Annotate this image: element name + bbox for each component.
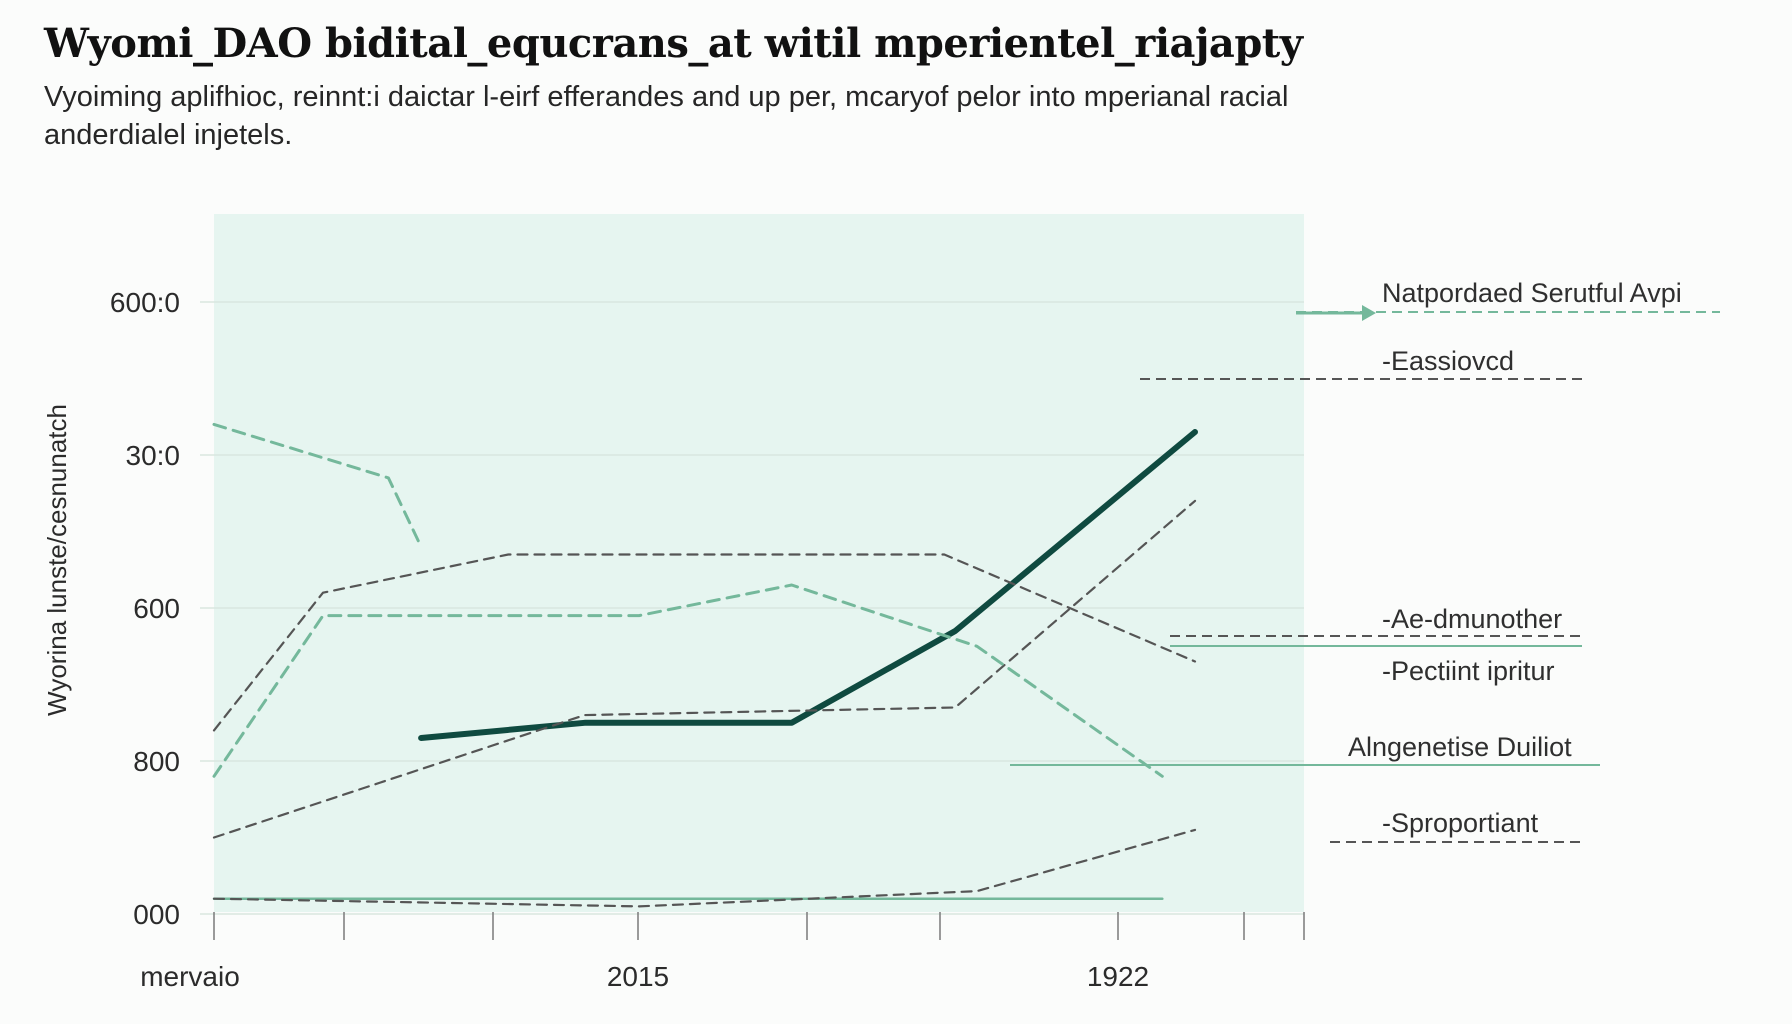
series-layer: [212, 305, 1720, 908]
y-tick-label: 000: [133, 899, 180, 930]
chart-title: Wyomi_DAO bidital_equcrans_at witil mper…: [44, 20, 1303, 67]
series-label: -Pectiint ipritur: [1382, 656, 1555, 686]
y-tick-label: 30:0: [126, 440, 181, 471]
series-line: [212, 553, 1197, 732]
x-tick-label: mervaio: [140, 961, 240, 992]
series-line: [212, 499, 1197, 839]
arrow-icon: [1362, 305, 1376, 321]
series-line: [212, 828, 1197, 908]
plot-area: [214, 214, 1304, 912]
chart-subtitle: Vyoiming aplifhioc, reinnt:i daictar l-e…: [44, 81, 1289, 151]
y-tick-label: 600:0: [110, 287, 180, 318]
series-label: -Sproportiant: [1382, 808, 1539, 838]
y-tick-label: 600: [133, 593, 180, 624]
series-label: Natpordaed Serutful Avpi: [1382, 278, 1682, 308]
x-tick-label: 1922: [1087, 961, 1149, 992]
y-tick-label: 800: [133, 746, 180, 777]
series-line: [212, 583, 1164, 778]
series-labels: Natpordaed Serutful Avpi -Eassiovcd -Ae-dm…: [1348, 278, 1682, 838]
series-label: -Eassiovcd: [1382, 346, 1514, 376]
x-tick-label: 2015: [607, 961, 669, 992]
series-label: -Ae-dmunother: [1382, 604, 1562, 634]
y-axis-title: Wyorina lunste/cesnunatch: [42, 404, 72, 716]
series-label: Alngenetise Duiliot: [1348, 732, 1572, 762]
grid-lines: [200, 301, 1304, 915]
series-line: [212, 422, 423, 549]
axis-ticks: 600:0 30:0 600 800 000 mervaio 2015 1922: [110, 287, 1305, 992]
series-line: [418, 429, 1198, 741]
